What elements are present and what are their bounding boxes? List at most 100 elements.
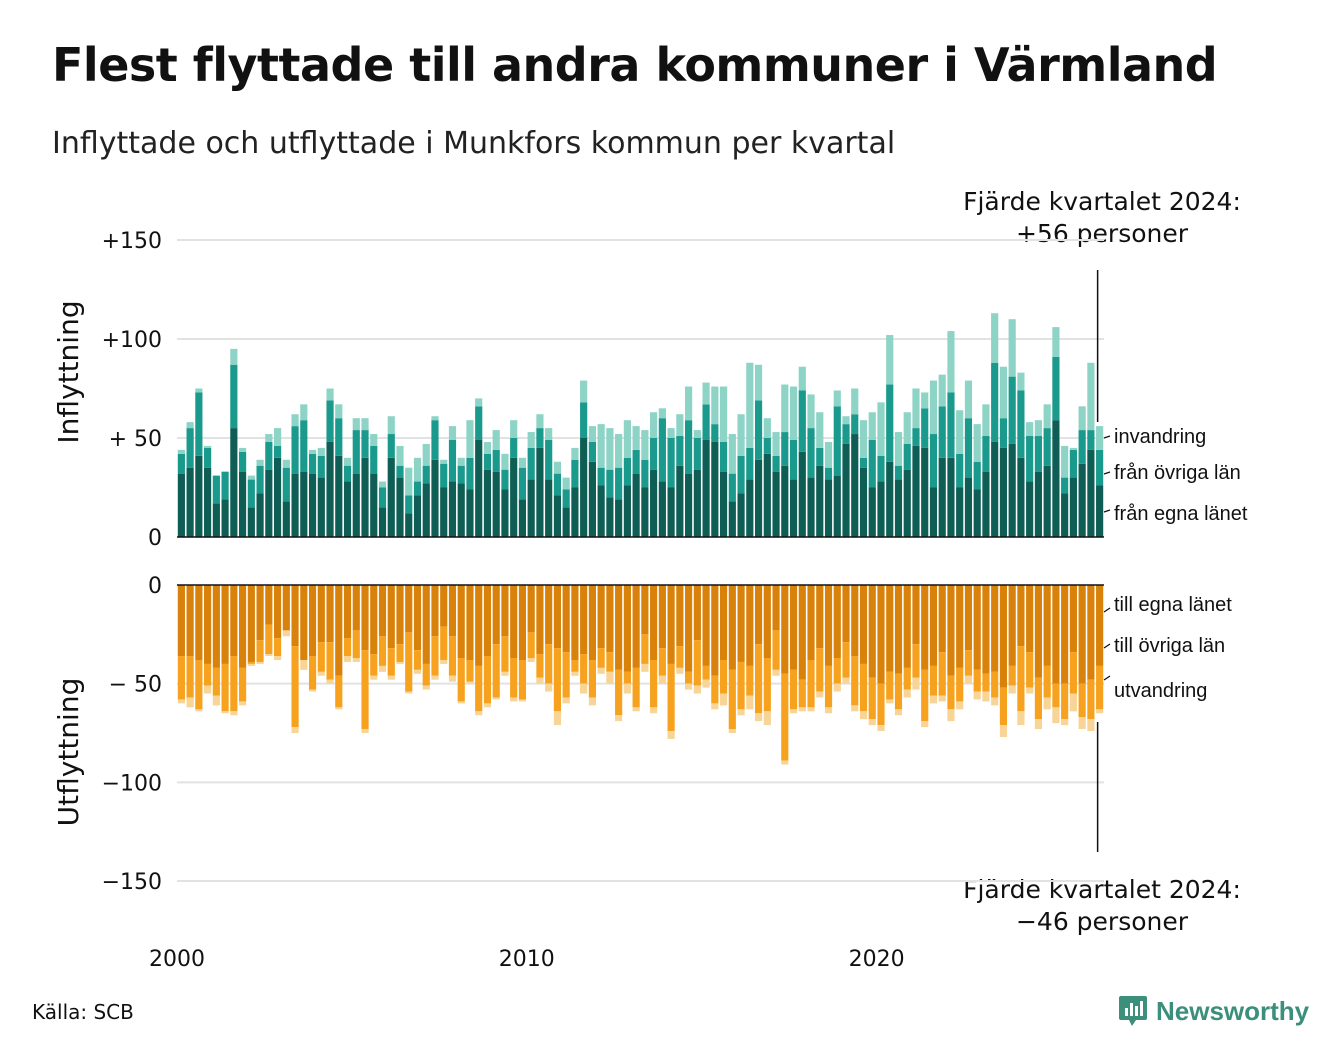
bar-out-utvandring: [466, 681, 474, 684]
bar-out-utvandring: [842, 677, 850, 684]
bar-in-fran-ovriga-lan: [728, 473, 736, 502]
bar-in-fran-egna-lanet: [597, 485, 605, 537]
bar-out-utvandring: [964, 675, 973, 684]
bar-in-fran-egna-lanet: [273, 457, 282, 537]
bar-out-utvandring: [658, 675, 666, 684]
bar-in-fran-egna-lanet: [973, 489, 981, 537]
y-tick-top: +150: [102, 229, 162, 254]
bar-in-fran-ovriga-lan: [938, 406, 946, 458]
newsworthy-logo: Newsworthy: [1118, 994, 1309, 1028]
bar-in-fran-ovriga-lan: [711, 424, 719, 442]
bar-out-till-egna-lanet: [886, 585, 894, 672]
bar-out-till-ovriga-lan: [676, 646, 684, 668]
bar-out-utvandring: [947, 709, 955, 722]
bar-out-till-ovriga-lan: [239, 667, 247, 702]
bar-out-utvandring: [982, 691, 990, 702]
bar-in-fran-egna-lanet: [1052, 420, 1060, 537]
bar-in-fran-egna-lanet: [282, 501, 290, 537]
bar-out-till-egna-lanet: [308, 585, 317, 657]
bar-in-invandring: [361, 418, 369, 431]
bar-in-invandring: [413, 457, 422, 482]
bar-out-till-egna-lanet: [483, 585, 492, 657]
bar-in-fran-ovriga-lan: [833, 406, 841, 476]
bar-in-fran-egna-lanet: [501, 489, 509, 537]
bar-out-till-ovriga-lan: [1043, 665, 1051, 698]
bar-in-fran-ovriga-lan: [886, 384, 894, 462]
bar-out-till-egna-lanet: [746, 585, 754, 666]
bar-in-invandring: [912, 388, 920, 429]
bar-out-till-ovriga-lan: [1034, 677, 1042, 720]
bar-in-fran-egna-lanet: [798, 451, 806, 537]
bar-in-fran-egna-lanet: [693, 469, 701, 537]
bar-out-till-egna-lanet: [807, 585, 815, 660]
bar-out-utvandring: [483, 703, 492, 708]
bar-out-till-ovriga-lan: [317, 642, 325, 672]
bar-out-utvandring: [973, 691, 981, 700]
bar-out-utvandring: [361, 729, 369, 733]
bar-in-fran-egna-lanet: [641, 487, 649, 537]
bar-in-fran-egna-lanet: [387, 457, 395, 537]
bar-out-utvandring: [772, 669, 780, 676]
bar-out-till-ovriga-lan: [719, 659, 728, 694]
bar-in-invandring: [1069, 447, 1077, 450]
bar-out-utvandring: [553, 711, 561, 726]
bar-out-till-egna-lanet: [789, 585, 798, 670]
bar-out-utvandring: [1008, 685, 1016, 694]
bar-in-invandring: [326, 388, 334, 401]
bar-in-fran-egna-lanet: [886, 461, 894, 537]
bar-out-till-ovriga-lan: [606, 652, 614, 672]
bar-out-utvandring: [1034, 719, 1042, 730]
bar-out-till-egna-lanet: [781, 585, 789, 674]
bar-in-fran-egna-lanet: [702, 439, 710, 537]
bar-in-fran-egna-lanet: [982, 471, 990, 537]
bar-out-till-ovriga-lan: [265, 624, 273, 655]
bar-in-fran-egna-lanet: [536, 447, 544, 537]
bar-in-fran-egna-lanet: [186, 467, 194, 537]
bar-out-till-ovriga-lan: [693, 640, 701, 686]
annotation-bottom-line1: Fjärde kvartalet 2024:: [963, 875, 1241, 904]
y-axis-title-top: Inflyttning: [52, 300, 85, 443]
bar-out-till-ovriga-lan: [553, 648, 561, 712]
bar-out-utvandring: [877, 725, 885, 732]
bar-out-utvandring: [781, 760, 789, 765]
bar-out-till-egna-lanet: [588, 585, 596, 660]
bar-out-till-egna-lanet: [317, 585, 325, 643]
bar-in-invandring: [1087, 362, 1095, 431]
bar-out-till-egna-lanet: [230, 585, 238, 657]
bar-out-till-egna-lanet: [973, 585, 981, 670]
bar-in-fran-ovriga-lan: [641, 459, 649, 488]
bar-in-fran-egna-lanet: [413, 495, 422, 537]
bar-in-invandring: [204, 445, 212, 448]
bar-in-invandring: [239, 447, 247, 452]
bar-in-fran-ovriga-lan: [1052, 356, 1060, 421]
bar-in-invandring: [859, 420, 868, 458]
bar-out-till-egna-lanet: [335, 585, 343, 676]
bar-in-fran-egna-lanet: [204, 467, 212, 537]
bar-out-till-egna-lanet: [466, 585, 474, 660]
bar-in-fran-egna-lanet: [859, 467, 868, 537]
bar-out-till-egna-lanet: [702, 585, 710, 666]
bar-in-invandring: [798, 366, 806, 391]
bar-in-fran-egna-lanet: [807, 477, 815, 537]
bar-in-invandring: [282, 459, 290, 468]
bar-out-till-egna-lanet: [1026, 585, 1034, 653]
bar-out-till-egna-lanet: [999, 585, 1008, 688]
series-label-out: utvandring: [1114, 680, 1207, 702]
series-label-leader: [1103, 471, 1111, 475]
bar-out-utvandring: [886, 699, 894, 704]
bar-in-fran-egna-lanet: [921, 447, 929, 537]
series-label-leader: [1103, 509, 1111, 513]
bar-out-utvandring: [317, 671, 325, 676]
bar-out-utvandring: [343, 656, 352, 662]
bar-out-utvandring: [999, 725, 1008, 737]
bar-in-fran-ovriga-lan: [230, 364, 238, 429]
bar-out-till-ovriga-lan: [1017, 646, 1025, 712]
bar-in-fran-ovriga-lan: [807, 428, 815, 478]
bar-in-invandring: [842, 416, 850, 425]
annotation-bottom-line2: −46 personer: [1015, 907, 1189, 936]
bar-out-utvandring: [991, 697, 999, 706]
bar-in-invandring: [335, 404, 343, 419]
bar-out-utvandring: [326, 679, 334, 684]
bar-out-utvandring: [518, 699, 527, 702]
